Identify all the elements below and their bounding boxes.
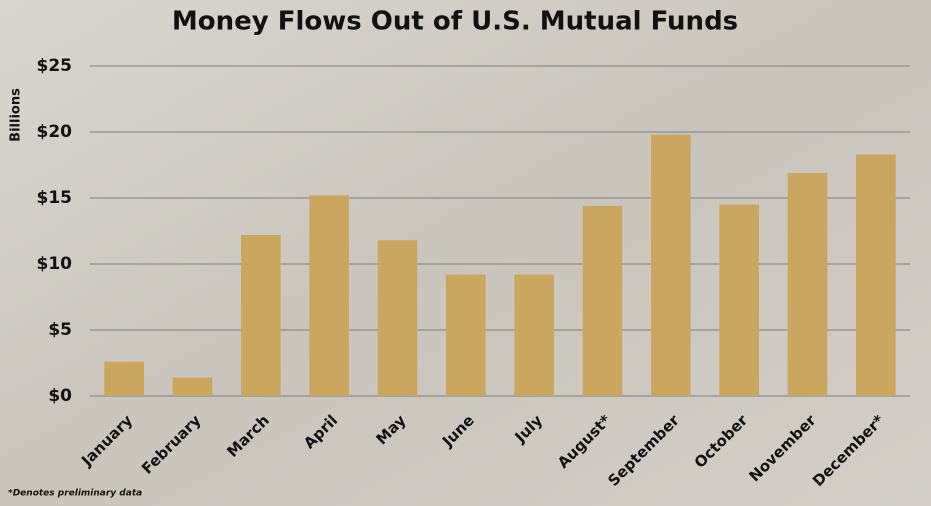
y-tick-label: $0 [48, 386, 72, 406]
bar [719, 204, 759, 396]
bar [446, 274, 486, 396]
y-axis-label: Billions [9, 88, 24, 142]
bar [651, 134, 691, 396]
bar [172, 377, 213, 396]
bar [514, 274, 554, 396]
bar [582, 205, 623, 396]
y-tick-label: $20 [37, 122, 73, 142]
bar [104, 361, 144, 396]
y-tick-label: $25 [37, 56, 73, 76]
y-tick-label: $15 [37, 188, 73, 208]
bar [377, 240, 418, 396]
bar [241, 234, 281, 396]
bar [787, 172, 828, 396]
y-tick-label: $10 [37, 254, 73, 274]
y-tick-label: $5 [48, 320, 72, 340]
bar [309, 195, 349, 396]
footnote: *Denotes preliminary data [8, 489, 142, 499]
bar [856, 154, 896, 396]
chart-title: Money Flows Out of U.S. Mutual Funds [172, 7, 738, 37]
